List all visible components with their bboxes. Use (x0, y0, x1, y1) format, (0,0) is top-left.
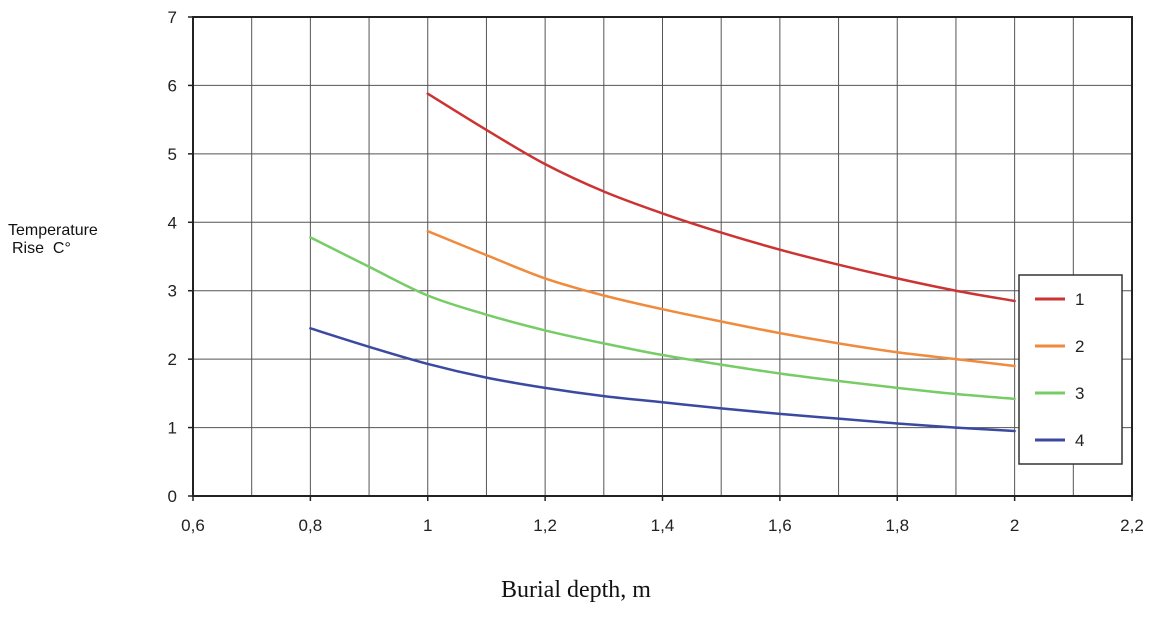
x-tick-label: 1,6 (768, 516, 792, 535)
legend: 1 2 3 4 (1018, 274, 1123, 465)
series-line-4 (309, 327, 1016, 433)
y-tick-label: 1 (168, 419, 177, 438)
x-tick-label: 0,6 (181, 516, 205, 535)
y-axis-label-line1: Temperature (8, 222, 98, 239)
series-lines (309, 92, 1016, 433)
y-tick-label: 0 (168, 487, 177, 506)
grid (193, 17, 1132, 496)
y-axis-label-line2: Rise C° (12, 240, 71, 257)
legend-label-2: 2 (1075, 337, 1084, 356)
x-tick-label: 0,8 (299, 516, 323, 535)
y-tick-label: 5 (168, 145, 177, 164)
series-line-1 (426, 92, 1016, 303)
y-tick-label: 6 (168, 76, 177, 95)
series-line-2 (426, 229, 1016, 368)
y-tick-label: 7 (168, 8, 177, 27)
x-tick-label: 1 (423, 516, 432, 535)
y-tick-label: 3 (168, 282, 177, 301)
x-tick-label: 1,8 (885, 516, 909, 535)
series-line-3 (309, 236, 1016, 401)
x-tick-label: 1,2 (533, 516, 557, 535)
legend-label-1: 1 (1075, 290, 1084, 309)
x-tick-label: 2,2 (1120, 516, 1144, 535)
legend-label-4: 4 (1075, 431, 1084, 450)
x-axis-label: Burial depth, m (501, 577, 651, 603)
y-tick-label: 2 (168, 350, 177, 369)
legend-box (1018, 274, 1123, 465)
x-tick-label: 2 (1010, 516, 1019, 535)
y-axis-label: Temperature Rise C° (8, 222, 98, 258)
legend-label-3: 3 (1075, 384, 1084, 403)
x-tick-label: 1,4 (651, 516, 675, 535)
y-tick-label: 4 (168, 213, 177, 232)
axes: 0 1 2 3 4 5 6 7 0,6 0,8 1 1,2 1,4 1,6 1,8 2 2,2 (168, 8, 1144, 535)
